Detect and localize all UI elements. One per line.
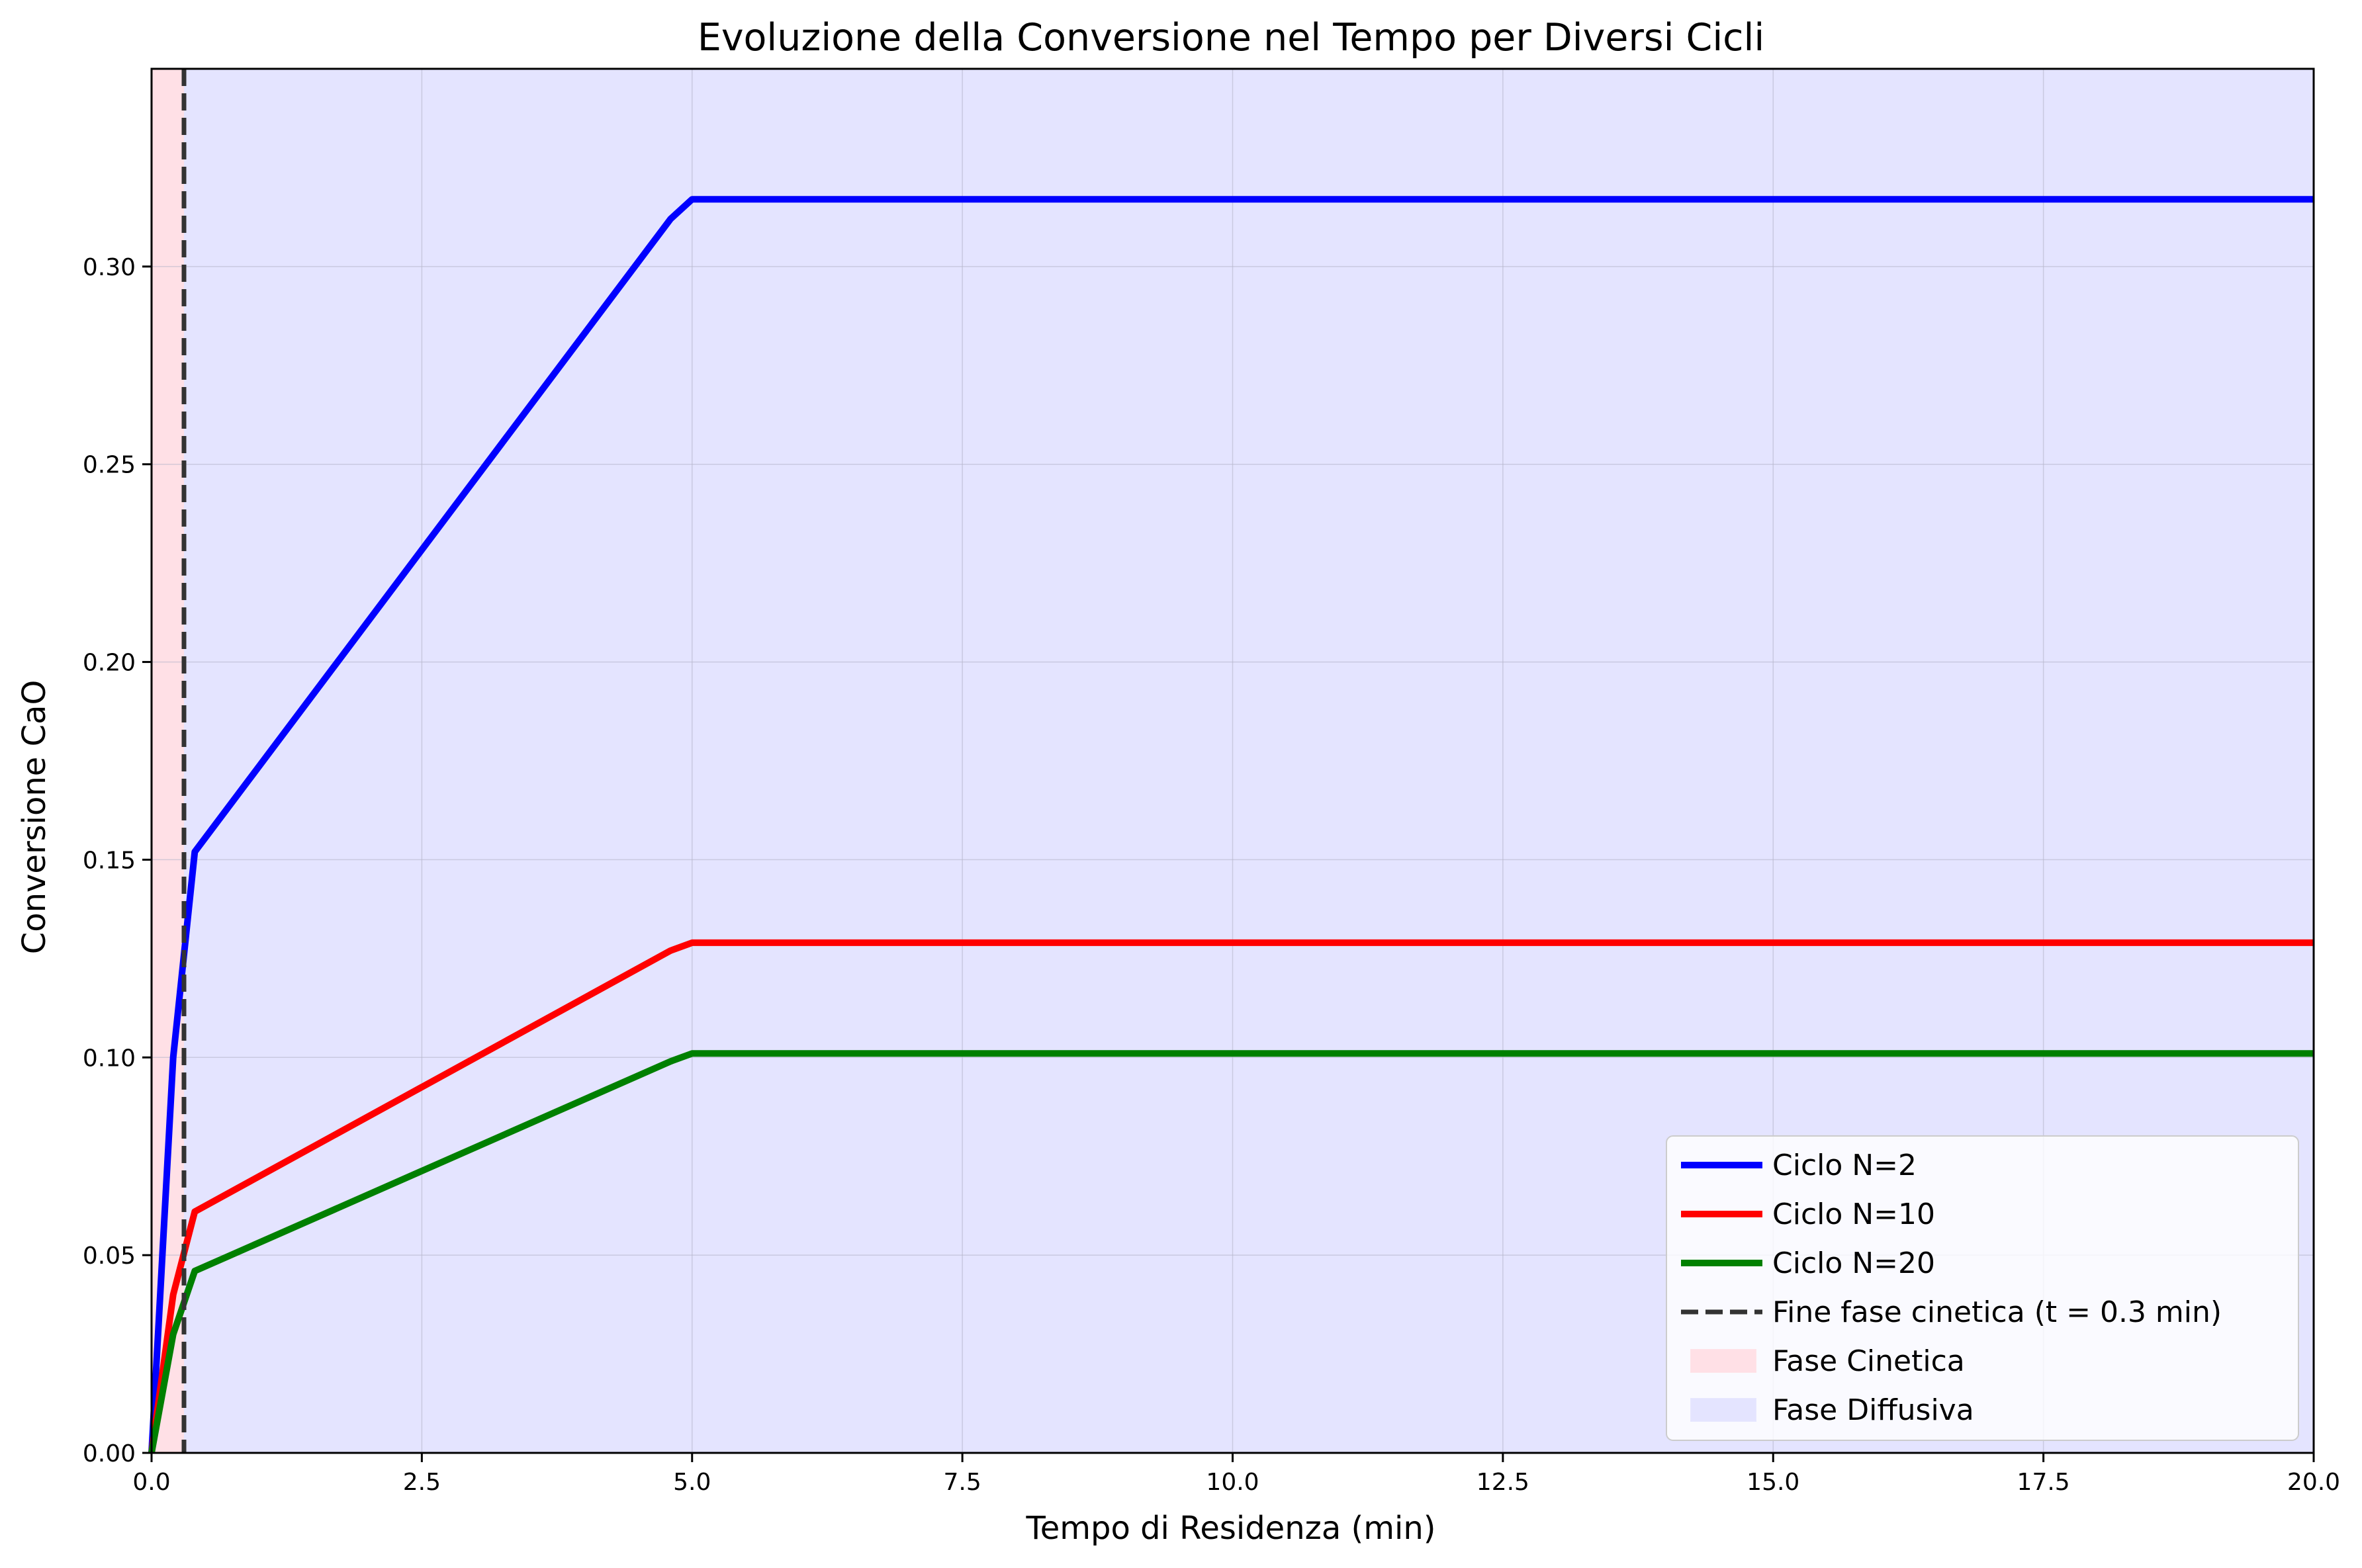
x-tick-label: 15.0 xyxy=(1747,1469,1799,1496)
y-tick-label: 0.05 xyxy=(83,1242,136,1270)
legend: Ciclo N=2 Ciclo N=10 Ciclo N=20 Fine fase c… xyxy=(1666,1135,2299,1441)
y-axis-label: Conversione CaO xyxy=(16,680,53,955)
legend-handle-patch xyxy=(1690,1349,1756,1373)
y-tick-label: 0.20 xyxy=(83,650,136,677)
x-tick-label: 0.0 xyxy=(132,1469,170,1496)
y-tick-label: 0.10 xyxy=(83,1045,136,1072)
legend-label: Ciclo N=2 xyxy=(1772,1149,1917,1182)
legend-label: Fase Diffusiva xyxy=(1772,1393,1974,1427)
x-tick-label: 2.5 xyxy=(403,1469,441,1496)
x-tick-label: 12.5 xyxy=(1476,1469,1529,1496)
x-axis-label: Tempo di Residenza (min) xyxy=(1026,1510,1436,1547)
legend-label: Fase Cinetica xyxy=(1772,1344,1965,1378)
series-line-1 xyxy=(148,196,2314,1454)
chart-title: Evoluzione della Conversione nel Tempo p… xyxy=(698,16,1764,60)
x-tick-label: 20.0 xyxy=(2287,1469,2340,1496)
x-tick-label: 17.5 xyxy=(2017,1469,2070,1496)
x-tick-label: 5.0 xyxy=(673,1469,711,1496)
plot-area: 0.0 2.5 5.0 7.5 10.0 12.5 15.0 17.5 20.0 0.00 0.05… xyxy=(83,67,2340,1496)
legend-handle-patch xyxy=(1690,1398,1756,1422)
region-kinetic xyxy=(152,69,185,1453)
y-tick-label: 0.15 xyxy=(83,847,136,874)
legend-label: Fine fase cinetica (t = 0.3 min) xyxy=(1772,1295,2222,1329)
x-tick-label: 7.5 xyxy=(943,1469,981,1496)
series-line-3 xyxy=(148,1050,2314,1454)
y-tick-label: 0.25 xyxy=(83,452,136,479)
legend-label: Ciclo N=20 xyxy=(1772,1246,1935,1280)
y-tick-label: 0.30 xyxy=(83,254,136,281)
series-line-2 xyxy=(148,939,2314,1454)
y-tick-label: 0.00 xyxy=(83,1440,136,1467)
legend-label: Ciclo N=10 xyxy=(1772,1198,1935,1231)
legend-box xyxy=(1666,1135,2299,1441)
x-tick-label: 10.0 xyxy=(1206,1469,1259,1496)
